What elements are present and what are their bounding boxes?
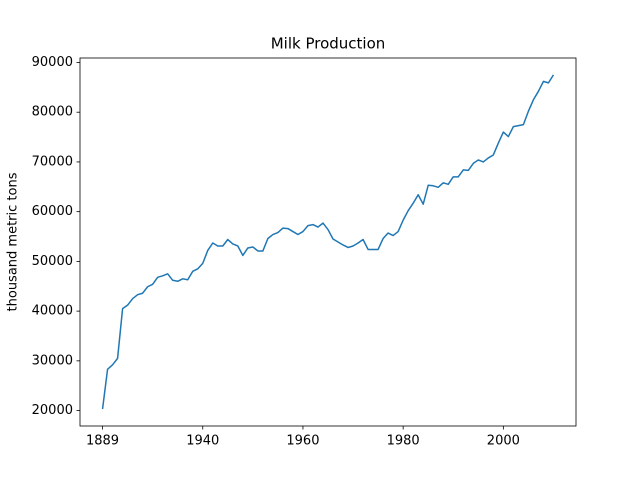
y-tick-label: 60000 xyxy=(32,204,73,219)
x-tick-label: 1889 xyxy=(86,434,119,449)
x-tick-label: 1980 xyxy=(387,434,420,449)
x-tick-label: 2000 xyxy=(487,434,520,449)
x-tick-label: 1940 xyxy=(186,434,219,449)
chart-title: Milk Production xyxy=(271,35,386,53)
axes-frame xyxy=(79,57,577,427)
y-tick-label: 80000 xyxy=(32,105,73,120)
y-tick-label: 30000 xyxy=(32,353,73,368)
y-tick-label: 90000 xyxy=(32,55,73,70)
y-tick-label: 50000 xyxy=(32,254,73,269)
y-tick-label: 40000 xyxy=(32,304,73,319)
line-series xyxy=(101,74,555,410)
y-tick-label: 20000 xyxy=(32,403,73,418)
y-axis-label: thousand metric tons xyxy=(6,172,21,311)
y-tick-label: 70000 xyxy=(32,154,73,169)
x-tick-label: 1960 xyxy=(286,434,319,449)
